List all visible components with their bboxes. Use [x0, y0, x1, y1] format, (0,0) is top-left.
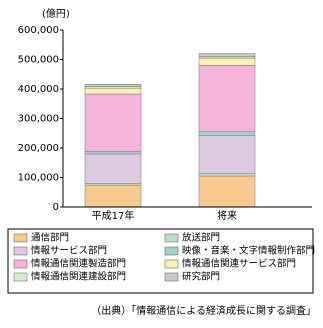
legend-label: 研究部門 — [182, 271, 220, 283]
y-tick-label: 400,000 — [18, 84, 59, 95]
bar-segment — [84, 184, 142, 208]
bar-segment — [84, 183, 142, 186]
legend-label: 情報通信関連製造部門 — [31, 258, 126, 270]
legend-label: 通信部門 — [31, 232, 69, 244]
y-tick-label: 600,000 — [18, 25, 59, 36]
bar-segment — [84, 87, 142, 95]
bar-segment — [198, 135, 256, 174]
bar-segment — [198, 65, 256, 133]
y-tick-label: 500,000 — [18, 55, 59, 66]
x-tick-label: 平成17年 — [92, 209, 135, 222]
bar-segment — [84, 151, 142, 155]
legend-box — [7, 228, 314, 294]
source-note: （出典）「情報通信による経済成長に関する調査」 — [91, 304, 316, 317]
bar-segment — [198, 175, 256, 208]
legend-label: 情報サービス部門 — [31, 245, 107, 257]
bar-segment — [198, 57, 256, 66]
bar-segment — [84, 153, 142, 184]
legend-label: 情報通信関連建設部門 — [31, 271, 126, 283]
legend-swatch — [164, 272, 179, 282]
legend-swatch — [13, 246, 28, 256]
legend-swatch — [13, 259, 28, 269]
legend-label: 情報通信関連サービス部門 — [182, 258, 296, 270]
legend-swatch — [164, 246, 179, 256]
y-tick-label: 200,000 — [18, 143, 59, 154]
legend-label: 放送部門 — [182, 232, 220, 244]
legend-label: 映像・音楽・文字情報制作部門 — [182, 245, 315, 257]
y-axis-label: (億円) — [42, 7, 70, 20]
bar-segment — [198, 173, 256, 177]
y-tick-label: 100,000 — [18, 173, 59, 184]
y-tick-label: 0 — [53, 202, 59, 213]
x-tick-label: 将来 — [217, 210, 237, 222]
legend-swatch — [13, 272, 28, 282]
legend-swatch — [164, 233, 179, 243]
bar-segment — [84, 84, 142, 87]
bar-segment — [84, 93, 142, 152]
legend-swatch — [13, 233, 28, 243]
y-tick-label: 300,000 — [18, 114, 59, 125]
bar-segment — [198, 53, 256, 57]
legend-swatch — [164, 259, 179, 269]
bar-segment — [198, 131, 256, 136]
